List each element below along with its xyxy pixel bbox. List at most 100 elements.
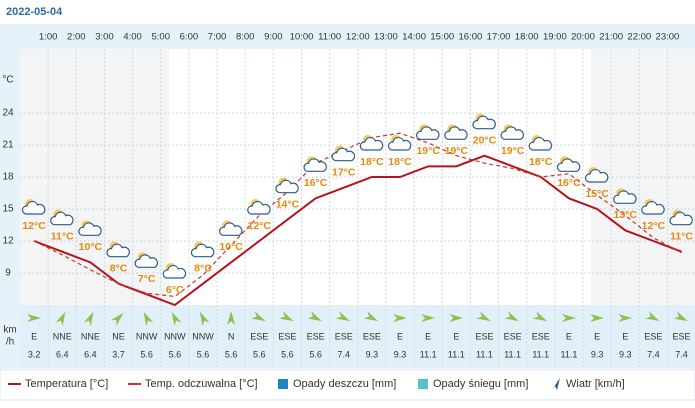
arrow-shape	[307, 311, 322, 322]
value-label: 12°C	[642, 220, 666, 232]
x-tick-label: 13:00	[374, 32, 398, 43]
y-tick-label: 9	[5, 268, 11, 279]
value-label: 11°C	[670, 230, 693, 242]
value-label: 18°C	[360, 156, 384, 168]
x-tick-label: 7:00	[208, 32, 227, 43]
wind-direction: N	[228, 331, 235, 341]
weather-icon	[219, 220, 243, 236]
weather-icon	[162, 263, 187, 279]
arrow-shape	[561, 314, 576, 322]
wind-axis-label: /h	[6, 337, 14, 348]
wind-arrow	[421, 314, 436, 322]
wind-arrow	[27, 314, 42, 322]
cloud	[162, 264, 187, 279]
x-tick-label: 6:00	[180, 32, 199, 43]
arrow-shape	[449, 314, 464, 322]
x-tick-label: 19:00	[543, 32, 567, 43]
wind-arrow	[251, 311, 266, 322]
axis-column	[0, 25, 20, 368]
weather-icon	[641, 199, 665, 215]
wind-speed: 5.6	[309, 349, 322, 359]
x-tick-label: 15:00	[430, 32, 454, 43]
arrow-shape	[645, 311, 660, 322]
wind-speed: 11.1	[504, 349, 521, 359]
value-label: 11°C	[51, 230, 74, 242]
wind-speed: 11.1	[560, 349, 577, 359]
cloud	[331, 147, 356, 162]
legend-label: Opady śniegu [mm]	[433, 378, 528, 390]
x-tick-label: 12:00	[346, 32, 370, 43]
cloud	[444, 126, 468, 140]
wind-arrow	[645, 311, 660, 322]
wind-speed: 9.3	[366, 349, 379, 359]
wind-direction: ESE	[644, 331, 662, 341]
weather-icon	[275, 177, 299, 194]
weather-icon	[21, 199, 46, 215]
arrow-shape	[251, 311, 266, 322]
x-tick-label: 8:00	[236, 32, 255, 43]
value-label: 16°C	[304, 177, 328, 189]
cloud	[500, 126, 524, 140]
wind-arrow	[393, 314, 408, 322]
wind-direction: E	[453, 331, 459, 341]
arrow-shape	[227, 311, 236, 325]
wind-arrow	[618, 314, 633, 322]
legend-swatch	[552, 378, 560, 390]
wind-direction: E	[425, 331, 431, 341]
series-line	[33, 154, 682, 307]
chart-title: 2022-05-04	[6, 6, 63, 18]
wind-speed: 7.4	[647, 349, 660, 359]
cloud	[78, 222, 102, 236]
wind-speed: 7.4	[675, 349, 688, 359]
value-label: 16°C	[557, 177, 581, 189]
arrow-shape	[590, 314, 605, 322]
arrow-shape	[393, 314, 408, 322]
weather-icon	[613, 188, 637, 204]
legend-swatch	[278, 379, 288, 389]
weather-icon	[472, 113, 496, 130]
value-label: 19°C	[501, 145, 525, 157]
wind-arrow	[673, 311, 688, 322]
weather-icon	[106, 241, 130, 258]
wind-arrow	[279, 311, 294, 322]
wind-arrow	[199, 311, 210, 327]
x-tick-label: 10:00	[290, 32, 314, 43]
arrow-shape	[618, 314, 633, 322]
arrow-shape	[363, 311, 379, 322]
wind-speed: 5.6	[225, 349, 238, 359]
weather-icon	[416, 124, 440, 140]
x-tick-label: 9:00	[264, 32, 283, 43]
cloud	[528, 136, 553, 151]
arrow-shape	[171, 311, 182, 327]
wind-direction: NE	[112, 331, 125, 341]
value-label: 10°C	[79, 241, 103, 253]
wind-speed: 3.2	[28, 349, 41, 359]
x-tick-label: 2:00	[67, 32, 86, 43]
value-label: 8°C	[194, 262, 212, 274]
wind-direction: ESE	[363, 331, 381, 341]
y-axis-label: °C	[2, 75, 13, 86]
wind-arrow	[143, 311, 154, 327]
cloud	[613, 190, 637, 204]
legend-swatch	[418, 379, 428, 389]
cloud	[190, 243, 215, 258]
wind-direction: ESE	[475, 331, 493, 341]
wind-direction: NNW	[136, 331, 158, 341]
weather-icon	[331, 145, 356, 162]
wind-direction: E	[594, 331, 600, 341]
arrow-shape	[110, 313, 124, 326]
weather-icon	[247, 199, 271, 215]
wind-arrow	[532, 311, 548, 322]
weather-icon	[444, 124, 468, 140]
value-label: 10°C	[219, 241, 243, 253]
y-tick-label: 24	[2, 108, 14, 119]
wind-direction: ESE	[532, 331, 550, 341]
weather-icon	[78, 220, 102, 236]
weather-icon	[359, 135, 384, 151]
wind-direction: E	[397, 331, 403, 341]
wind-arrow	[110, 313, 124, 326]
wind-arrow	[227, 311, 236, 325]
arrow-shape	[143, 311, 154, 327]
wind-arrow	[363, 311, 379, 322]
arrow-shape	[83, 311, 94, 327]
